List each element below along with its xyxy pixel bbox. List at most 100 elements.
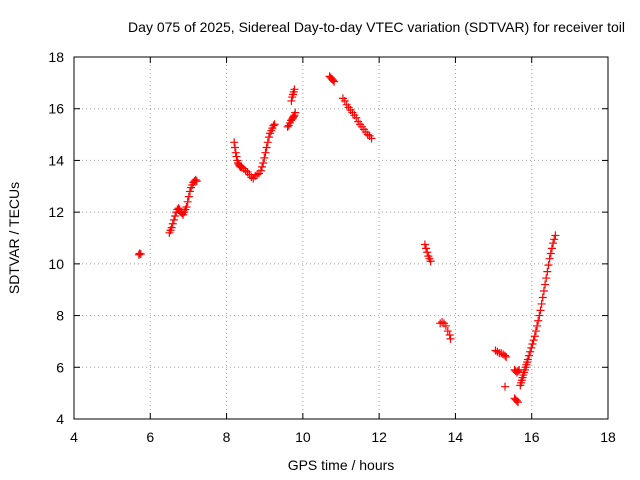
data-point (270, 120, 279, 129)
data-point (523, 355, 532, 364)
y-tick-labels: 4 6 8 10 12 14 16 18 (48, 49, 64, 427)
data-point (534, 316, 543, 325)
x-tick-label: 6 (146, 429, 154, 445)
data-point (291, 108, 300, 117)
data-point (134, 250, 143, 259)
data-point (513, 398, 522, 407)
chart-title: Day 075 of 2025, Sidereal Day-to-day VTE… (128, 19, 625, 35)
data-point (185, 187, 194, 196)
data-point (287, 96, 296, 105)
data-point (260, 153, 269, 162)
data-point (367, 134, 376, 143)
data-point (256, 166, 265, 175)
data-point (550, 235, 559, 244)
data-point (538, 293, 547, 302)
data-point (539, 287, 548, 296)
data-point (352, 113, 361, 122)
y-tick-label: 12 (48, 204, 64, 220)
data-point (543, 267, 552, 276)
x-tick-label: 10 (295, 429, 311, 445)
data-point (551, 231, 560, 240)
data-point (445, 330, 454, 339)
y-tick-label: 4 (56, 411, 64, 427)
data-point (530, 332, 539, 341)
data-point (253, 170, 262, 179)
x-tick-label: 12 (371, 429, 387, 445)
x-tick-label: 4 (70, 429, 78, 445)
data-point (493, 347, 502, 356)
data-point (289, 112, 298, 121)
data-point (438, 318, 447, 327)
data-point (547, 244, 556, 253)
y-tick-label: 16 (48, 101, 64, 117)
data-point (330, 77, 339, 86)
data-point (184, 192, 193, 201)
y-tick-label: 18 (48, 49, 64, 65)
data-point (422, 244, 431, 253)
data-point (426, 257, 435, 266)
data-point (446, 334, 455, 343)
data-point (247, 173, 256, 182)
x-tick-label: 16 (524, 429, 540, 445)
data-point (263, 138, 272, 147)
data-point (167, 223, 176, 232)
data-point (545, 254, 554, 263)
data-point (441, 321, 450, 330)
data-point (420, 240, 429, 249)
data-point (544, 261, 553, 270)
data-point (261, 148, 270, 157)
data-point (443, 327, 452, 336)
data-point (262, 143, 271, 152)
data-point (169, 215, 178, 224)
data-point (259, 159, 268, 168)
y-tick-label: 10 (48, 256, 64, 272)
data-point (531, 327, 540, 336)
data-point (183, 197, 192, 206)
data-point (264, 133, 273, 142)
data-point (513, 367, 522, 376)
data-point (328, 76, 337, 85)
data-point (533, 321, 542, 330)
data-point (232, 152, 241, 161)
data-point (168, 219, 177, 228)
y-tick-label: 6 (56, 359, 64, 375)
data-point (527, 343, 536, 352)
data-point (541, 280, 550, 289)
x-tick-label: 18 (600, 429, 616, 445)
data-point (363, 130, 372, 139)
data-point (230, 143, 239, 152)
data-point (525, 351, 534, 360)
data-point (230, 138, 239, 147)
data-point (546, 249, 555, 258)
x-tick-label: 8 (223, 429, 231, 445)
data-point (241, 166, 250, 175)
data-point (549, 239, 558, 248)
data-point (269, 121, 278, 130)
plot-frame (73, 56, 609, 420)
y-tick-label: 8 (56, 308, 64, 324)
data-point (191, 175, 200, 184)
data-point (231, 148, 240, 157)
data-point (136, 250, 145, 259)
data-point (182, 202, 191, 211)
y-tick-label: 14 (48, 152, 64, 168)
data-point (528, 340, 537, 349)
data-point (340, 96, 349, 105)
x-tick-labels: 4 6 8 10 12 14 16 18 (70, 429, 616, 445)
data-point (501, 382, 510, 391)
x-axis-label: GPS time / hours (288, 457, 395, 473)
data-point (171, 212, 180, 221)
data-point (529, 336, 538, 345)
data-point (501, 351, 510, 360)
data-points (134, 72, 560, 407)
data-point (290, 85, 299, 94)
data-point (258, 162, 267, 171)
data-point (542, 274, 551, 283)
data-point (526, 347, 535, 356)
data-point (192, 177, 201, 186)
x-tick-label: 14 (448, 429, 464, 445)
data-point (535, 311, 544, 320)
data-point (536, 306, 545, 315)
y-axis-label: SDTVAR / TECUs (6, 182, 22, 294)
